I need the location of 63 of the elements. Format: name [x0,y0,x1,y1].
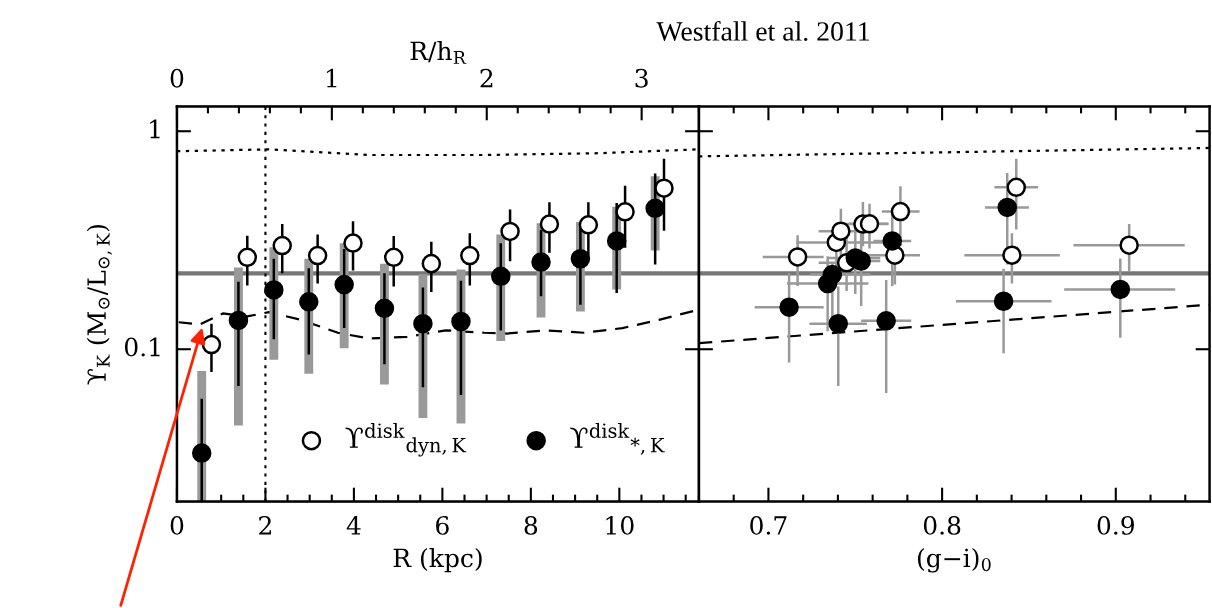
x-tick-label: 4 [346,515,361,535]
point [1119,235,1139,255]
point [851,251,871,271]
point [491,266,511,287]
point [654,178,674,198]
point [997,197,1017,218]
point [421,253,442,274]
x-tick-label: 2 [259,515,271,535]
x-tick-label: 8 [524,515,538,535]
x-axis-title: (g−i)$_{0}$ [917,548,991,573]
x-tick-label: 6 [436,515,449,535]
point [882,231,903,251]
point [500,221,520,242]
x-tick-label: 10 [606,515,634,535]
point [1006,177,1027,198]
point [191,443,212,463]
x2-tick-label: 3 [635,68,648,88]
point [539,214,560,234]
point [264,280,284,300]
x-tick-label: 0.8 [923,515,961,535]
point [570,249,591,269]
point [876,311,896,331]
x2-tick-label: 2 [480,68,493,88]
x-tick-label: 0.7 [750,515,787,535]
point [451,311,471,332]
point [606,231,627,251]
point [307,245,328,266]
point [615,202,635,222]
point [1002,245,1022,265]
legend-label: ϒ$^{disk}$$_{dyn,K}$ [345,422,467,457]
point [201,334,222,355]
x2-tick-label: 1 [326,68,337,88]
point [779,297,799,317]
point [228,310,249,331]
text: Westfall et al. 2011 [656,21,870,41]
point [460,245,480,266]
point [822,264,843,285]
point [334,274,354,295]
point [993,291,1014,311]
x-axis-title: R (kpc) [393,548,482,573]
point [413,313,433,334]
point [272,235,292,256]
point [299,292,319,312]
point [1110,279,1131,300]
point [578,215,599,235]
point [383,247,404,268]
x-tick-label: 0.9 [1097,515,1134,535]
point [237,247,258,268]
x2-axis-title: R/h$_{R}$ [410,40,467,64]
legend-label: ϒ$^{disk}$$_{*,K}$ [570,422,665,455]
x-tick-label: 0 [170,515,184,535]
point [890,201,911,222]
point [831,221,851,241]
point [645,198,665,219]
y-tick-label: 0.1 [124,337,160,357]
y-axis-title: ϒ$_{K}$ (M$_{⊙}$/L$_{⊙,K}$) [86,224,112,385]
point [531,252,551,272]
point [374,298,395,319]
point [859,214,880,234]
point [828,313,849,334]
x2-tick-label: 0 [170,68,184,88]
point [343,233,363,253]
point [787,247,808,267]
